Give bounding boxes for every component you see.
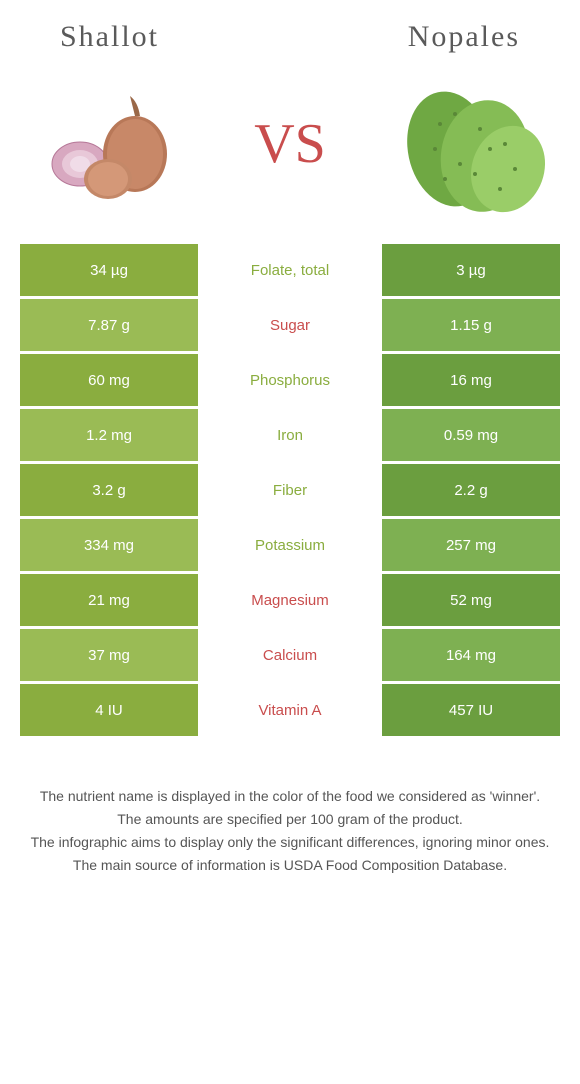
nutrient-label: Calcium <box>201 629 379 681</box>
right-value: 2.2 g <box>382 464 560 516</box>
right-title: Nopales <box>408 20 520 54</box>
footer-line: The infographic aims to display only the… <box>26 832 554 853</box>
left-value: 1.2 mg <box>20 409 198 461</box>
right-value: 3 µg <box>382 244 560 296</box>
vs-text: VS <box>254 112 326 176</box>
nutrient-table: 34 µgFolate, total3 µg7.87 gSugar1.15 g6… <box>20 244 560 736</box>
left-value: 334 mg <box>20 519 198 571</box>
table-row: 21 mgMagnesium52 mg <box>20 574 560 626</box>
right-value: 164 mg <box>382 629 560 681</box>
right-value: 457 IU <box>382 684 560 736</box>
table-row: 7.87 gSugar1.15 g <box>20 299 560 351</box>
left-value: 7.87 g <box>20 299 198 351</box>
table-row: 34 µgFolate, total3 µg <box>20 244 560 296</box>
footer-line: The main source of information is USDA F… <box>26 855 554 876</box>
table-row: 60 mgPhosphorus16 mg <box>20 354 560 406</box>
right-value: 16 mg <box>382 354 560 406</box>
right-value: 52 mg <box>382 574 560 626</box>
footer-line: The nutrient name is displayed in the co… <box>26 786 554 807</box>
table-row: 1.2 mgIron0.59 mg <box>20 409 560 461</box>
nutrient-label: Vitamin A <box>201 684 379 736</box>
header: Shallot Nopales <box>20 20 560 54</box>
left-value: 37 mg <box>20 629 198 681</box>
images-row: VS <box>20 74 560 214</box>
left-value: 34 µg <box>20 244 198 296</box>
table-row: 334 mgPotassium257 mg <box>20 519 560 571</box>
table-row: 4 IUVitamin A457 IU <box>20 684 560 736</box>
right-value: 257 mg <box>382 519 560 571</box>
table-row: 3.2 gFiber2.2 g <box>20 464 560 516</box>
nutrient-label: Phosphorus <box>201 354 379 406</box>
footer-line: The amounts are specified per 100 gram o… <box>26 809 554 830</box>
table-row: 37 mgCalcium164 mg <box>20 629 560 681</box>
nopales-image <box>390 74 550 214</box>
footer: The nutrient name is displayed in the co… <box>20 786 560 876</box>
nutrient-label: Fiber <box>201 464 379 516</box>
left-value: 60 mg <box>20 354 198 406</box>
left-value: 21 mg <box>20 574 198 626</box>
left-title: Shallot <box>60 20 159 54</box>
right-value: 1.15 g <box>382 299 560 351</box>
nutrient-label: Magnesium <box>201 574 379 626</box>
left-value: 4 IU <box>20 684 198 736</box>
nutrient-label: Potassium <box>201 519 379 571</box>
right-value: 0.59 mg <box>382 409 560 461</box>
nutrient-label: Folate, total <box>201 244 379 296</box>
shallot-image <box>30 74 190 214</box>
nutrient-label: Sugar <box>201 299 379 351</box>
nutrient-label: Iron <box>201 409 379 461</box>
left-value: 3.2 g <box>20 464 198 516</box>
